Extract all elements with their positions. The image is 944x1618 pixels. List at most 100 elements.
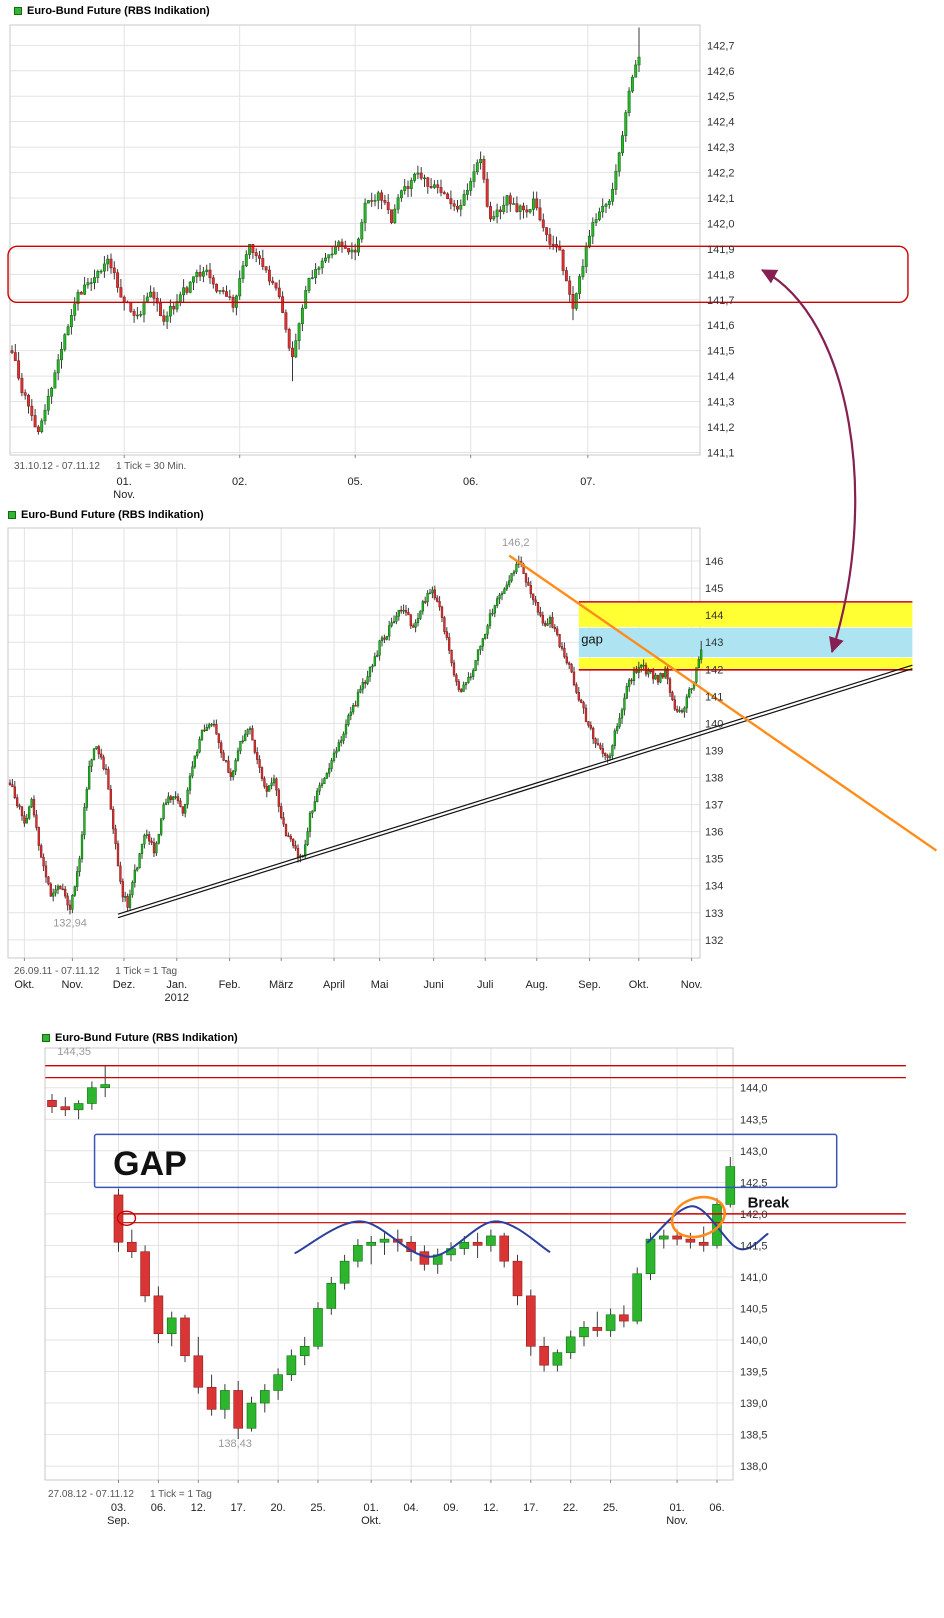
candle — [210, 723, 213, 726]
candle — [388, 625, 391, 637]
y-tick-label: 141,9 — [707, 244, 735, 256]
chart-canvas-3[interactable]: GAP Break 138,43 144,35 138,0 138,5 139,0 139,5… — [0, 1030, 944, 1618]
x-tick-label: 25. — [603, 1502, 618, 1514]
candle — [508, 195, 512, 205]
candle — [498, 594, 501, 600]
candle — [275, 778, 278, 791]
candle — [227, 760, 230, 773]
y-tick-label: 140,5 — [740, 1303, 768, 1315]
candle — [350, 249, 354, 253]
chart-tick-info: 1 Tick = 30 Min. — [116, 461, 187, 472]
candle — [179, 800, 182, 807]
candle — [582, 702, 585, 709]
candle — [385, 635, 388, 640]
candle — [414, 622, 417, 628]
x-tick-label: 01. — [364, 1502, 379, 1514]
candle — [36, 426, 40, 433]
candle — [541, 219, 545, 228]
x-tick-label: 12. — [191, 1502, 206, 1514]
candle — [402, 609, 405, 612]
candle — [363, 202, 367, 223]
candle — [640, 665, 643, 668]
annotation-text: GAP — [113, 1145, 187, 1183]
candle — [258, 255, 261, 259]
candle — [60, 1106, 71, 1111]
candle — [495, 209, 499, 217]
candle — [76, 292, 80, 305]
candle — [104, 768, 108, 771]
candle — [361, 682, 364, 690]
candle — [53, 372, 57, 389]
candle — [568, 662, 571, 665]
candle — [229, 772, 232, 777]
chart-period: 31.10.12 - 07.11.12 — [14, 461, 100, 472]
annotation-trendline — [117, 664, 913, 915]
candle — [489, 206, 492, 220]
candle — [145, 296, 149, 303]
candle — [676, 708, 679, 712]
candle — [52, 892, 55, 897]
candle — [180, 1317, 190, 1357]
candle — [284, 823, 288, 836]
candle — [546, 623, 549, 626]
chart-canvas-1[interactable]: 141,1 141,2 141,3 141,4 141,5 141,6 141,7 141,8… — [0, 0, 944, 505]
candle — [592, 1327, 603, 1331]
candle — [541, 614, 544, 624]
y-tick-label: 137 — [705, 800, 723, 812]
candle — [205, 269, 209, 272]
candle — [25, 817, 28, 824]
candle — [112, 808, 115, 830]
candle — [344, 724, 348, 735]
y-tick-label: 142,5 — [740, 1177, 768, 1189]
candle — [601, 206, 605, 213]
annotation-trendline — [508, 554, 938, 852]
candle — [233, 1390, 243, 1429]
candle — [688, 689, 691, 698]
candle — [166, 1317, 177, 1334]
candle — [317, 267, 321, 270]
candle — [424, 601, 427, 603]
candle — [607, 200, 611, 205]
chart-canvas-2[interactable]: 146,2 132,94 gap 132 133 134 135 136 137 138 139 14… — [0, 505, 944, 1030]
candle — [80, 834, 84, 860]
candle — [218, 290, 222, 292]
y-tick-label: 139 — [705, 745, 723, 757]
candle — [572, 671, 576, 686]
candle — [17, 360, 21, 379]
candle — [652, 670, 655, 680]
candle — [206, 1386, 217, 1410]
candle — [342, 733, 345, 741]
annotation-trendline — [117, 668, 913, 919]
candle — [419, 610, 422, 619]
candle — [512, 1260, 523, 1297]
candle — [404, 609, 408, 613]
candle — [201, 271, 205, 277]
candle — [436, 597, 439, 602]
candle — [307, 277, 311, 291]
candle — [623, 697, 626, 711]
candle — [462, 194, 466, 206]
candle — [30, 405, 34, 416]
candle — [558, 246, 562, 251]
annotation-curve — [646, 1205, 769, 1251]
y-tick-label: 143,5 — [740, 1114, 768, 1126]
candle — [40, 845, 43, 858]
candle — [552, 1352, 563, 1366]
candle — [220, 742, 223, 754]
chart-period: 27.08.12 - 07.11.12 — [48, 1489, 134, 1500]
candle — [274, 282, 278, 289]
y-tick-label: 141,5 — [707, 346, 735, 358]
candle — [71, 894, 74, 910]
candle — [88, 766, 91, 790]
annotation-text: 138,43 — [218, 1438, 252, 1450]
chart-section-daily-long: Euro-Bund Future (RBS Indikation) 146,2 1… — [0, 505, 944, 1030]
candle — [439, 187, 443, 193]
candle — [492, 216, 496, 220]
candle — [241, 740, 244, 742]
candle — [611, 745, 614, 757]
candle — [486, 625, 489, 635]
candle — [195, 272, 199, 278]
candle — [109, 788, 112, 810]
x-tick-label: Nov. — [681, 979, 703, 991]
